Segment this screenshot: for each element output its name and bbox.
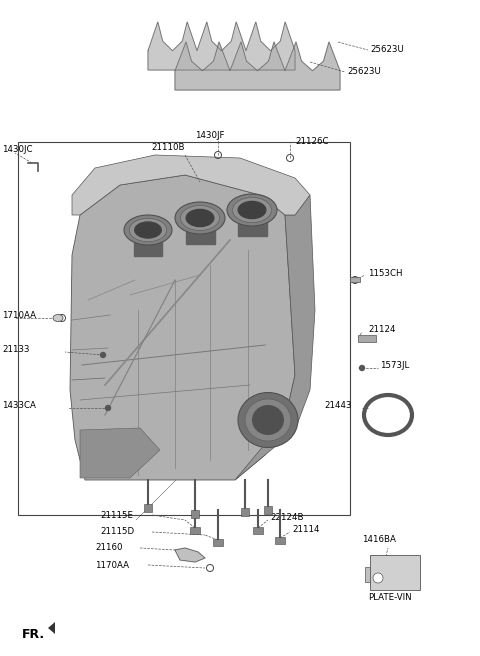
Text: 1710AA: 1710AA [2, 312, 36, 321]
Ellipse shape [129, 218, 167, 241]
Polygon shape [238, 218, 266, 236]
Text: 21126C: 21126C [295, 138, 328, 146]
Ellipse shape [185, 209, 215, 227]
Circle shape [360, 365, 364, 371]
Bar [191, 510, 199, 518]
Text: 21443: 21443 [324, 401, 352, 411]
Text: 25623U: 25623U [370, 45, 404, 54]
Bar [358, 335, 376, 342]
Text: PLATE-VIN: PLATE-VIN [368, 594, 412, 602]
Ellipse shape [238, 392, 298, 447]
Polygon shape [134, 237, 162, 255]
Text: 21133: 21133 [2, 346, 29, 354]
Text: 21160: 21160 [95, 544, 122, 552]
Text: 1430JC: 1430JC [2, 146, 33, 155]
Bar [350, 277, 360, 282]
Circle shape [373, 573, 383, 583]
Text: 21124: 21124 [368, 325, 396, 335]
Polygon shape [185, 226, 215, 244]
Polygon shape [148, 22, 295, 70]
Ellipse shape [369, 400, 407, 430]
Text: 1433CA: 1433CA [2, 401, 36, 411]
Polygon shape [48, 622, 55, 634]
Ellipse shape [245, 399, 291, 441]
Text: FR.: FR. [22, 628, 45, 642]
Bar [241, 508, 249, 516]
Text: 1416BA: 1416BA [362, 535, 396, 544]
Ellipse shape [180, 205, 219, 230]
Bar [190, 527, 200, 534]
Text: 22124B: 22124B [270, 514, 303, 522]
Ellipse shape [53, 314, 63, 321]
Polygon shape [235, 195, 315, 480]
Text: 21115E: 21115E [100, 510, 133, 520]
Ellipse shape [238, 201, 266, 219]
Text: 1573JL: 1573JL [380, 361, 409, 371]
Ellipse shape [232, 197, 272, 222]
Ellipse shape [134, 221, 162, 239]
Text: 25623U: 25623U [347, 68, 381, 77]
Polygon shape [175, 548, 205, 562]
Ellipse shape [252, 405, 284, 435]
Ellipse shape [227, 194, 277, 226]
Text: 21114: 21114 [292, 525, 320, 535]
Circle shape [106, 405, 110, 411]
Bar [370, 555, 420, 590]
Polygon shape [72, 155, 310, 215]
Text: 1170AA: 1170AA [95, 560, 129, 569]
Polygon shape [80, 428, 160, 478]
Bar [253, 527, 263, 534]
Polygon shape [70, 175, 295, 480]
Ellipse shape [124, 215, 172, 245]
Bar [213, 539, 223, 546]
Text: 1153CH: 1153CH [368, 268, 403, 277]
Bar [275, 537, 285, 544]
Text: 21115D: 21115D [100, 527, 134, 537]
Bar [264, 506, 272, 514]
Polygon shape [175, 42, 340, 90]
Text: 21110B: 21110B [151, 144, 185, 152]
Bar [18, 142, 350, 515]
Bar [365, 567, 373, 582]
Bar [144, 504, 152, 512]
Ellipse shape [175, 202, 225, 234]
Text: 1430JF: 1430JF [195, 131, 225, 140]
Circle shape [100, 352, 106, 358]
